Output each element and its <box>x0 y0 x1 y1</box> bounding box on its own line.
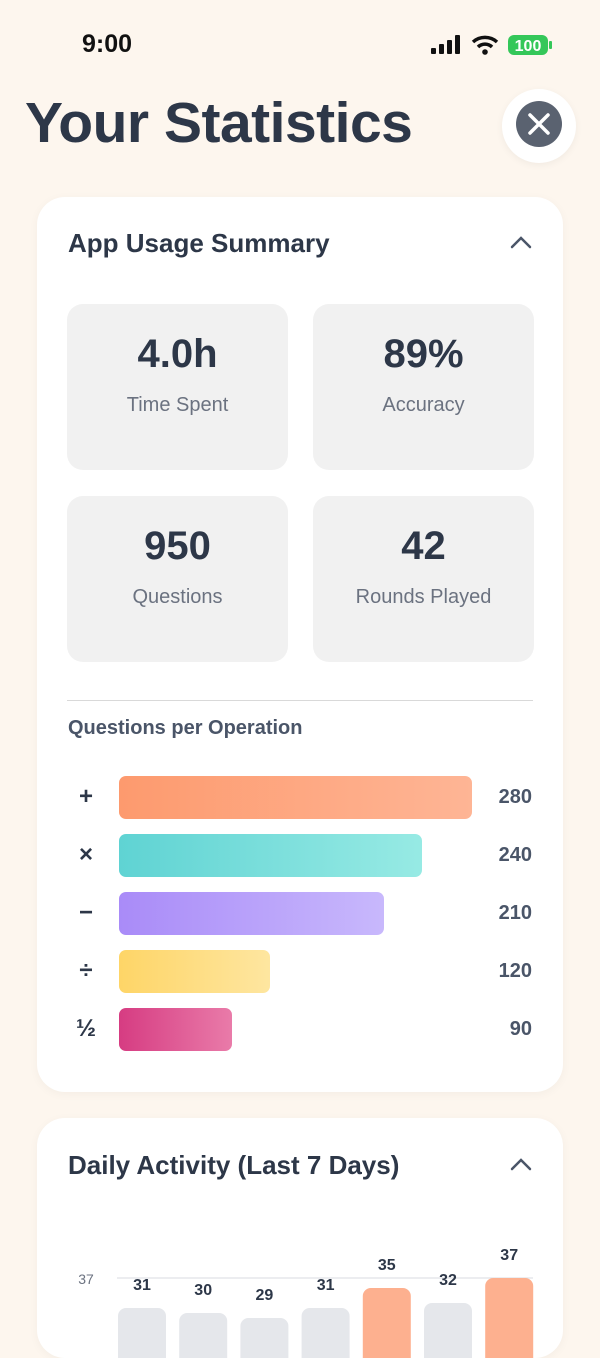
operation-symbol: ½ <box>75 1015 96 1042</box>
close-button[interactable] <box>502 89 576 163</box>
divider <box>67 700 533 701</box>
daily-chart: 37 31 30 29 31 35 32 37 <box>78 1247 534 1358</box>
collapse-chevron[interactable] <box>507 1155 535 1175</box>
daily-bar <box>179 1313 228 1358</box>
stat-label: Accuracy <box>382 394 465 416</box>
daily-value: 31 <box>317 1277 335 1294</box>
daily-value: 32 <box>439 1272 457 1289</box>
status-icons: 100 <box>431 35 552 55</box>
card-title: Daily Activity (Last 7 Days) <box>68 1150 400 1180</box>
daily-value: 31 <box>133 1277 151 1294</box>
operation-symbol: ÷ <box>79 957 93 984</box>
daily-value: 30 <box>194 1282 212 1299</box>
stat-tile: 4.0h Time Spent <box>67 304 288 470</box>
card-title: App Usage Summary <box>68 228 330 258</box>
operation-bar <box>119 892 384 935</box>
operation-symbol: × <box>78 841 93 868</box>
stat-tile: 950 Questions <box>67 496 288 662</box>
y-tick-label: 37 <box>78 1271 94 1287</box>
collapse-chevron[interactable] <box>507 233 535 253</box>
daily-bar <box>424 1303 472 1358</box>
stat-label: Questions <box>132 586 223 608</box>
operation-value: 90 <box>509 1018 532 1040</box>
summary-card: App Usage Summary Questions per Operatio… <box>37 197 563 1092</box>
stat-label: Time Spent <box>126 394 229 416</box>
daily-bar <box>485 1278 534 1358</box>
daily-value: 37 <box>500 1247 518 1264</box>
stat-value: 950 <box>144 524 211 568</box>
stat-tile: 89% Accuracy <box>313 304 534 470</box>
stat-label: Rounds Played <box>355 586 492 608</box>
daily-bar <box>301 1308 350 1358</box>
daily-bar <box>362 1288 411 1358</box>
battery-level: 100 <box>515 38 542 55</box>
close-icon <box>516 101 562 147</box>
stat-value: 42 <box>401 524 446 568</box>
section-title: Questions per Operation <box>68 717 303 739</box>
status-time: 9:00 <box>82 30 133 58</box>
operation-value: 120 <box>498 960 532 982</box>
operation-symbol: − <box>78 899 93 926</box>
stat-value: 4.0h <box>137 332 218 376</box>
daily-bar <box>118 1308 166 1358</box>
operation-symbol: + <box>78 783 93 810</box>
daily-bar <box>240 1318 289 1358</box>
operation-value: 210 <box>498 902 532 924</box>
stat-tile: 42 Rounds Played <box>313 496 534 662</box>
page-title: Your Statistics <box>25 91 413 155</box>
daily-value: 35 <box>378 1257 396 1274</box>
stats-screen: 9:00 100 Your Statistics App Usage Summa… <box>25 30 576 1358</box>
operation-bar <box>119 1008 233 1051</box>
operation-value: 240 <box>498 844 532 866</box>
operation-bar <box>119 834 422 877</box>
daily-value: 29 <box>256 1287 274 1304</box>
operation-bar <box>119 950 271 993</box>
operation-bar <box>119 776 472 819</box>
stat-value: 89% <box>383 332 464 376</box>
daily-card: Daily Activity (Last 7 Days) 37 31 30 29 31 3… <box>37 1118 563 1358</box>
operation-value: 280 <box>498 786 532 808</box>
